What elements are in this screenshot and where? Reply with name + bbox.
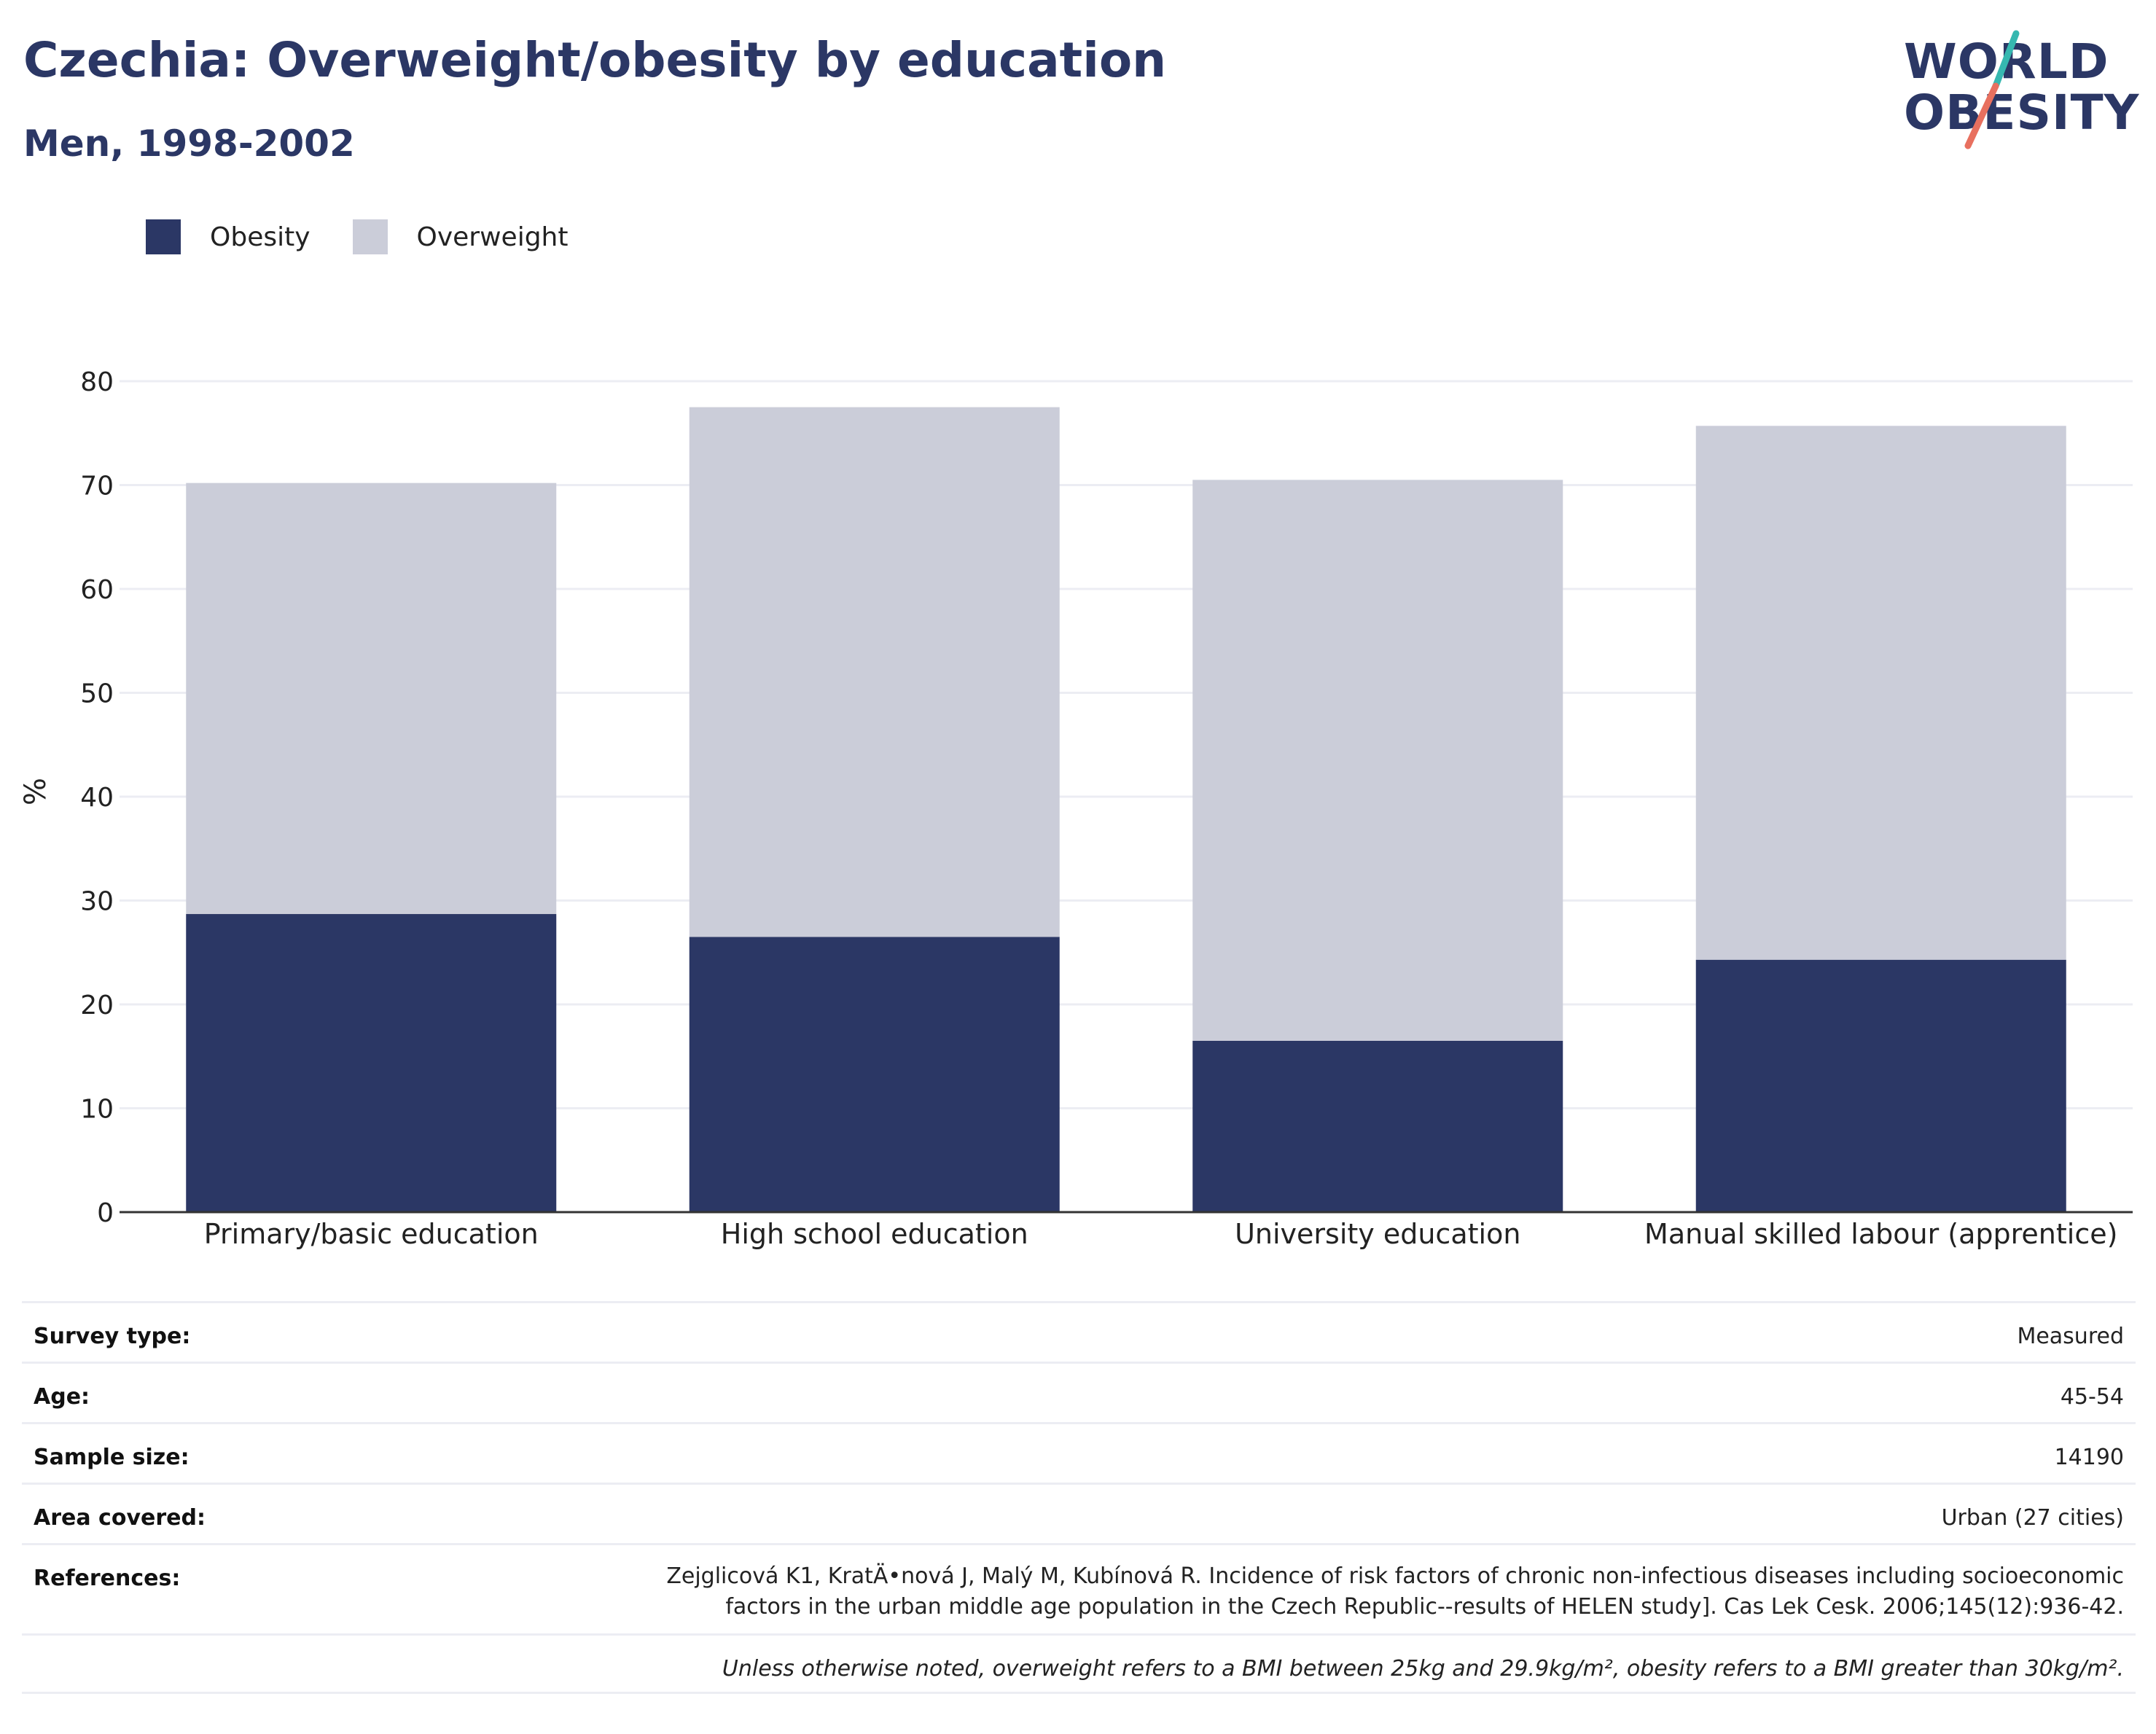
sample-size-label: Sample size: — [34, 1445, 190, 1470]
y-tick-label: 20 — [80, 991, 114, 1020]
references-label: References: — [34, 1566, 181, 1591]
survey-type-label: Survey type: — [34, 1324, 191, 1349]
bar-overweight — [1695, 426, 2066, 960]
info-row-survey-type: Survey type: Measured — [22, 1301, 2136, 1362]
legend-label-obesity: Obesity — [210, 222, 310, 252]
legend-swatch-overweight — [352, 219, 388, 254]
x-tick-label: High school education — [721, 1218, 1028, 1250]
legend-item-obesity: Obesity — [146, 219, 310, 254]
info-row-note: Unless otherwise noted, overweight refer… — [22, 1633, 2136, 1694]
x-tick-label: University education — [1235, 1218, 1520, 1250]
world-obesity-logo: WORLD OBESITY — [1895, 29, 2140, 153]
age-label: Age: — [34, 1384, 90, 1410]
bar-obesity — [1192, 1040, 1563, 1212]
legend-label-overweight: Overweight — [416, 222, 569, 252]
references-value: Zejglicová K1, KratÄ•nová J, Malý M, Kub… — [666, 1563, 2124, 1620]
info-row-references: References: Zejglicová K1, KratÄ•nová J,… — [22, 1543, 2136, 1633]
axes: 0 10 20 30 40 50 60 70 80 Primary/basic education… — [80, 367, 2133, 1250]
sample-size-value: 14190 — [2054, 1445, 2124, 1470]
bar-obesity — [689, 937, 1060, 1212]
area-covered-label: Area covered: — [34, 1505, 206, 1531]
y-tick-label: 80 — [80, 367, 114, 397]
chart-legend: Obesity Overweight — [146, 216, 610, 257]
bars — [186, 407, 2066, 1212]
bar-overweight — [689, 407, 1060, 937]
survey-type-value: Measured — [2017, 1324, 2124, 1349]
bmi-definition-note: Unless otherwise noted, overweight refer… — [722, 1656, 2124, 1682]
y-tick-label: 0 — [97, 1198, 114, 1228]
age-value: 45-54 — [2060, 1384, 2124, 1410]
info-row-area-covered: Area covered: Urban (27 cities) — [22, 1483, 2136, 1543]
logo-slash-icon — [1964, 30, 2020, 149]
legend-item-overweight: Overweight — [352, 219, 569, 254]
survey-info-table: Survey type: Measured Age: 45-54 Sample … — [22, 1301, 2136, 1694]
logo-text-line2: OBESITY — [1904, 85, 2140, 141]
bar-overweight — [1192, 480, 1563, 1041]
bar-obesity — [1695, 959, 2066, 1212]
y-tick-label: 70 — [80, 472, 114, 501]
area-covered-value: Urban (27 cities) — [1941, 1505, 2124, 1531]
bar-overweight — [186, 483, 557, 915]
y-tick-label: 10 — [80, 1095, 114, 1125]
info-row-age: Age: 45-54 — [22, 1362, 2136, 1422]
y-tick-label: 60 — [80, 575, 114, 605]
bar-chart: 0 10 20 30 40 50 60 70 80 Primary/basic education… — [19, 367, 2133, 1250]
bar-obesity — [186, 914, 557, 1212]
y-tick-label: 50 — [80, 679, 114, 709]
y-tick-label: 30 — [80, 887, 114, 917]
x-tick-label: Primary/basic education — [204, 1218, 539, 1250]
y-tick-label: 40 — [80, 783, 114, 813]
y-axis-label: % — [19, 778, 52, 805]
chart-subtitle: Men, 1998-2002 — [23, 122, 355, 165]
x-tick-label: Manual skilled labour (apprentice) — [1644, 1218, 2117, 1250]
legend-swatch-obesity — [146, 219, 181, 254]
info-row-sample-size: Sample size: 14190 — [22, 1422, 2136, 1483]
chart-title: Czechia: Overweight/obesity by education — [23, 32, 1167, 88]
